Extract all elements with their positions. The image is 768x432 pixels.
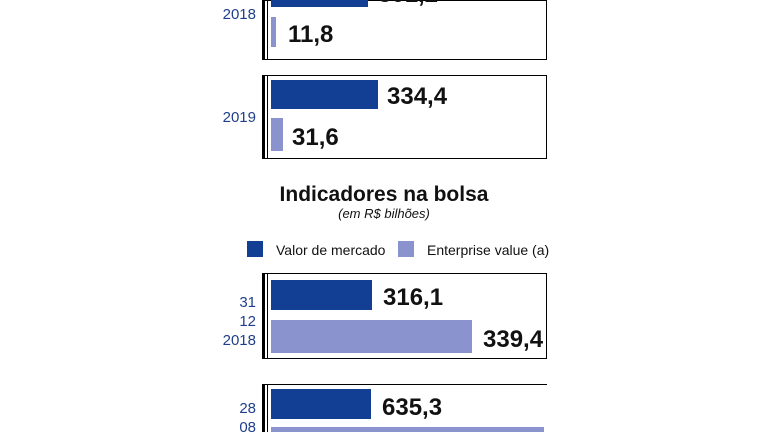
bar-light-2018 — [271, 320, 472, 353]
frame-left-thick — [262, 384, 265, 432]
frame-bottom — [262, 59, 547, 60]
group-label-line: 08 — [239, 419, 256, 432]
group-label-line: 12 — [239, 313, 256, 330]
bar-dark-top-2018 — [271, 0, 368, 7]
group-label-line: 2018 — [223, 332, 256, 349]
bar-light-top-2018 — [271, 17, 276, 47]
chart-title: Indicadores na bolsa — [280, 183, 489, 206]
bar-dark-2018 — [271, 280, 372, 310]
top-chart: 2018 301,2 11,8 2019 334,4 31,6 — [223, 0, 547, 159]
top-group-2019: 2019 334,4 31,6 — [223, 75, 547, 159]
group-label-line: 31 — [239, 294, 256, 311]
chart-subtitle: (em R$ bilhões) — [338, 206, 430, 221]
frame-left-thick — [262, 75, 265, 159]
frame-left-thin — [267, 0, 268, 60]
group-label-line: 28 — [239, 400, 256, 417]
group-label-line: 2018 — [223, 6, 256, 23]
frame-left-thin — [267, 384, 268, 432]
legend: Valor de mercado Enterprise value (a) — [247, 241, 549, 258]
bottom-chart: Indicadores na bolsa (em R$ bilhões) Val… — [223, 183, 549, 432]
legend-label: Enterprise value (a) — [427, 242, 549, 258]
legend-swatch-dark — [247, 241, 263, 257]
legend-label: Valor de mercado — [276, 242, 386, 258]
frame-left-thin — [267, 75, 268, 159]
value-label: 31,6 — [292, 124, 339, 151]
bar-light-2019 — [271, 118, 283, 151]
value-label: 339,4 — [483, 326, 544, 353]
bar-dark-2019 — [271, 80, 378, 109]
value-label: 635,3 — [382, 394, 442, 421]
bottom-group-2018: 31 12 2018 316,1 339,4 — [223, 273, 547, 359]
bottom-group-2019: 28 08 635,3 — [239, 384, 547, 432]
bar-dark-2019-bottom — [271, 389, 371, 419]
frame-top — [262, 75, 547, 76]
group-label-line: 2019 — [223, 109, 256, 126]
frame-right — [546, 75, 547, 159]
legend-swatch-light — [398, 241, 414, 257]
top-group-2018: 2018 301,2 11,8 — [223, 0, 547, 60]
frame-left-thin — [267, 273, 268, 359]
frame-line-top — [262, 0, 547, 1]
value-label: 11,8 — [288, 21, 333, 48]
frame-right — [546, 0, 547, 60]
frame-bottom — [262, 158, 547, 159]
frame-top — [262, 384, 547, 385]
frame-right — [546, 273, 547, 359]
frame-left-thick — [262, 273, 265, 359]
value-label: 334,4 — [387, 83, 448, 110]
value-label: 316,1 — [383, 284, 443, 311]
value-label-top-2018: 301,2 — [378, 0, 438, 8]
frame-top — [262, 273, 547, 274]
bar-light-2019-bottom — [271, 427, 544, 432]
frame-left-thick — [262, 0, 265, 60]
frame-bottom — [262, 358, 547, 359]
